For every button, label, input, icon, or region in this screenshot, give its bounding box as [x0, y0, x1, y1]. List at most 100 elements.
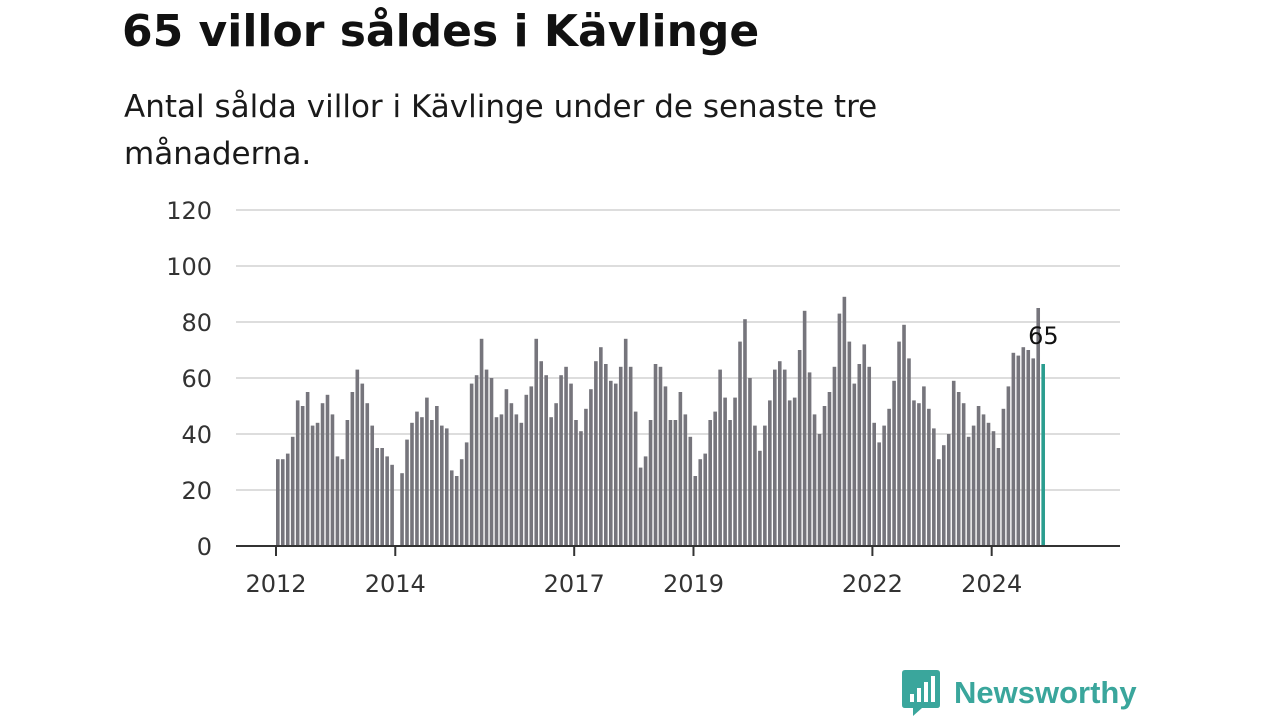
bar — [653, 364, 658, 546]
annotations: 65 — [1028, 322, 1059, 350]
x-tick-label: 2014 — [365, 570, 426, 598]
bar — [703, 453, 708, 546]
bar — [440, 425, 444, 546]
bar — [792, 397, 797, 546]
bar — [410, 422, 414, 546]
bar — [574, 420, 578, 546]
bar — [996, 448, 1001, 546]
y-tick-label: 60 — [181, 365, 212, 393]
bar — [489, 378, 494, 546]
bar — [857, 364, 862, 546]
bar — [529, 386, 534, 546]
bar — [559, 375, 563, 546]
bar — [852, 383, 857, 546]
bar — [345, 420, 350, 546]
bar — [479, 338, 484, 546]
chart-title: 65 villor såldes i Kävlinge — [122, 6, 760, 57]
bar — [380, 448, 384, 546]
bar — [907, 358, 911, 546]
bar — [420, 417, 424, 546]
y-axis-ticks: 0 20 40 60 80 100 120 — [166, 197, 212, 561]
bar — [773, 369, 777, 546]
bar — [1021, 347, 1026, 546]
bar — [628, 366, 633, 546]
bar — [912, 400, 916, 546]
bar — [981, 414, 986, 546]
bar — [1026, 350, 1031, 546]
bar — [623, 338, 628, 546]
bar — [951, 380, 956, 546]
bar — [842, 296, 847, 546]
bar — [444, 428, 449, 546]
bar — [658, 366, 663, 546]
chart-subtitle: Antal sålda villor i Kävlinge under de s… — [124, 89, 878, 172]
bar — [708, 420, 712, 546]
x-tick-label: 2022 — [842, 570, 903, 598]
bar — [748, 378, 752, 546]
x-tick-label: 2024 — [961, 570, 1022, 598]
bar — [514, 414, 519, 546]
bar — [355, 369, 360, 546]
bar — [305, 392, 310, 546]
bar — [822, 406, 827, 546]
bar — [295, 400, 300, 546]
bar — [1006, 386, 1011, 546]
bar — [937, 459, 941, 546]
bar — [966, 436, 971, 546]
bar — [499, 414, 504, 546]
bar — [1031, 358, 1036, 546]
bar — [668, 420, 673, 546]
bar — [554, 403, 558, 546]
bar-highlight — [1041, 364, 1045, 546]
bar — [539, 361, 544, 546]
bar — [976, 406, 981, 546]
bar — [897, 341, 901, 546]
highlight-value-label: 65 — [1028, 322, 1059, 350]
bar — [922, 386, 926, 546]
bar — [469, 383, 474, 546]
bar — [335, 456, 340, 546]
bar — [589, 389, 593, 546]
bar — [693, 476, 698, 546]
bar — [723, 397, 727, 546]
y-tick-label: 120 — [166, 197, 212, 225]
newsworthy-logo: Newsworthy — [900, 668, 1137, 718]
bar — [425, 397, 429, 546]
bar — [763, 425, 767, 546]
bar — [932, 428, 936, 546]
bar — [474, 375, 479, 546]
bar — [385, 456, 389, 546]
bar — [280, 459, 285, 546]
bar — [564, 366, 568, 546]
bar — [290, 436, 295, 546]
bar — [777, 361, 782, 546]
bar — [638, 467, 643, 546]
bar — [325, 394, 330, 546]
bar — [643, 456, 648, 546]
bar — [504, 389, 509, 546]
bar — [549, 417, 553, 546]
bar — [484, 369, 489, 546]
bar — [787, 400, 792, 546]
bar — [315, 422, 320, 546]
bar — [375, 448, 379, 546]
bar — [887, 408, 891, 546]
bar — [673, 420, 678, 546]
bar — [494, 417, 499, 546]
y-tick-label: 40 — [181, 421, 212, 449]
bar — [961, 403, 966, 546]
bar — [618, 366, 623, 546]
bar — [285, 453, 290, 546]
bar — [390, 464, 394, 546]
bar — [594, 361, 598, 546]
bar — [350, 392, 355, 546]
bar — [902, 324, 906, 546]
bar — [365, 403, 370, 546]
bar — [1036, 308, 1041, 546]
bar — [663, 386, 668, 546]
bar — [608, 380, 613, 546]
bar — [464, 442, 469, 546]
bar — [360, 383, 365, 546]
bar — [872, 422, 876, 546]
bar — [449, 470, 454, 546]
